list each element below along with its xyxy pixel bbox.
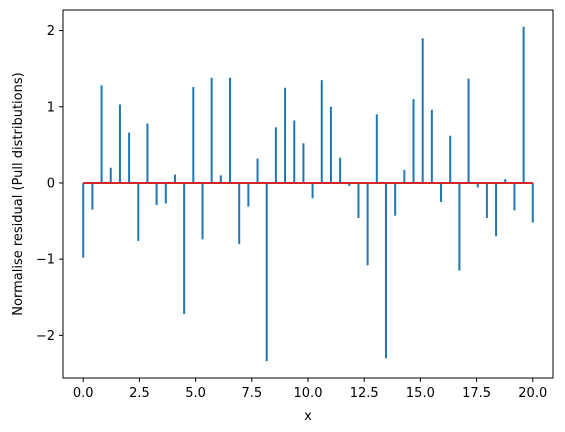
y-axis-ticks: −2 −1 0 1 2 xyxy=(36,24,63,344)
y-axis-label: Normalise residual (Pull distributions) xyxy=(11,72,26,315)
x-axis-label: x xyxy=(304,409,312,424)
x-tick-label: 5.0 xyxy=(185,386,206,401)
x-tick-label: 7.5 xyxy=(241,386,262,401)
axes-frame xyxy=(62,9,554,379)
y-tick-label: −1 xyxy=(36,253,55,268)
x-axis-ticks: 0.0 2.5 5.0 7.5 10.0 12.5 15.0 17.5 20.0 xyxy=(73,378,547,401)
x-tick-label: 15.0 xyxy=(406,386,435,401)
y-tick-label: −2 xyxy=(36,329,55,344)
x-tick-label: 0.0 xyxy=(73,386,94,401)
x-tick-label: 20.0 xyxy=(518,386,547,401)
y-tick-label: 2 xyxy=(47,24,55,39)
x-tick-label: 10.0 xyxy=(294,386,323,401)
x-tick-label: 17.5 xyxy=(462,386,491,401)
y-tick-label: 1 xyxy=(47,100,55,115)
x-tick-label: 12.5 xyxy=(350,386,379,401)
y-tick-label: 0 xyxy=(47,176,55,191)
stem-series xyxy=(82,26,534,362)
x-tick-label: 2.5 xyxy=(129,386,150,401)
